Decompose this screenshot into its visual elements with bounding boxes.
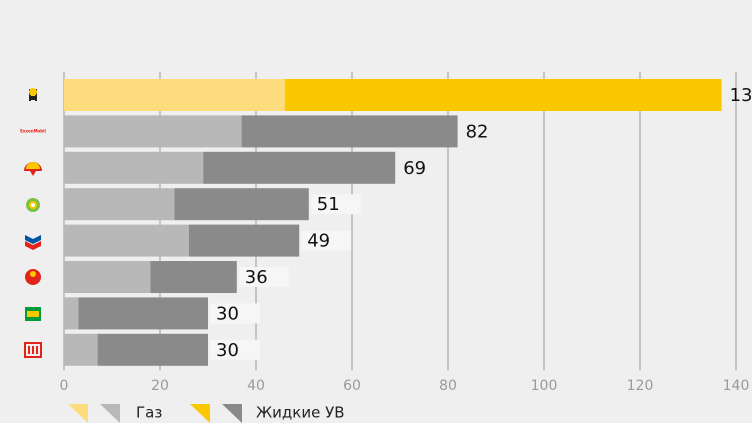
chevron-logo: [25, 235, 41, 250]
x-tick-label: 0: [60, 378, 69, 394]
bar-segment: [64, 188, 175, 221]
bar-segment: [64, 261, 151, 293]
legend: Газ Жидкие УВ: [68, 404, 345, 423]
bar-segment: [188, 224, 300, 257]
label-bg: [210, 303, 260, 324]
rosneft-logo: [29, 88, 37, 101]
bar-segment: [64, 151, 204, 184]
bar-segment: [64, 297, 79, 330]
shell-logo: [24, 161, 42, 176]
bar-segment: [64, 115, 242, 148]
bar-segment: [64, 333, 98, 366]
x-tick-label: 60: [343, 378, 361, 394]
legend-swatch: [100, 404, 120, 423]
cnpc-logo: [25, 269, 41, 285]
bar-segment: [284, 79, 722, 111]
legend-swatch: [222, 404, 242, 423]
x-tick-label: 80: [439, 378, 457, 394]
legend-swatch: [68, 404, 88, 423]
label-bg: [310, 194, 361, 215]
lukoil-logo: [24, 342, 42, 358]
category-label: ExxonMobil: [20, 128, 46, 133]
bar-segment: [64, 224, 189, 257]
bar-segment: [97, 333, 208, 366]
total-label: 82: [466, 121, 489, 142]
label-bg: [210, 339, 260, 360]
x-tick-label: 100: [531, 378, 558, 394]
bar-segment: [78, 297, 209, 330]
bp-logo: [26, 198, 40, 212]
total-label: 69: [403, 158, 426, 179]
bar-segment: [203, 151, 396, 184]
legend-label: Жидкие УВ: [256, 404, 345, 422]
total-label: 36: [245, 267, 268, 288]
total-label: 51: [317, 194, 340, 215]
x-tick-label: 140: [723, 378, 750, 394]
x-tick-label: 20: [151, 378, 169, 394]
legend-label: Газ: [136, 404, 162, 422]
legend-swatch: [190, 404, 210, 423]
label-bg: [238, 267, 289, 287]
x-tick-label: 120: [627, 378, 654, 394]
bar-segment: [241, 115, 458, 148]
logos: [24, 88, 42, 358]
bar-segment: [174, 188, 309, 221]
total-label: 30: [216, 303, 239, 324]
petrobras-logo: [25, 307, 41, 321]
x-tick-label: 40: [247, 378, 265, 394]
bar-segment: [150, 261, 237, 293]
total-label: 30: [216, 340, 239, 361]
bar-segment: [64, 79, 285, 111]
total-label: 137: [730, 85, 752, 106]
total-label: 49: [307, 231, 330, 252]
label-bg: [301, 230, 352, 251]
